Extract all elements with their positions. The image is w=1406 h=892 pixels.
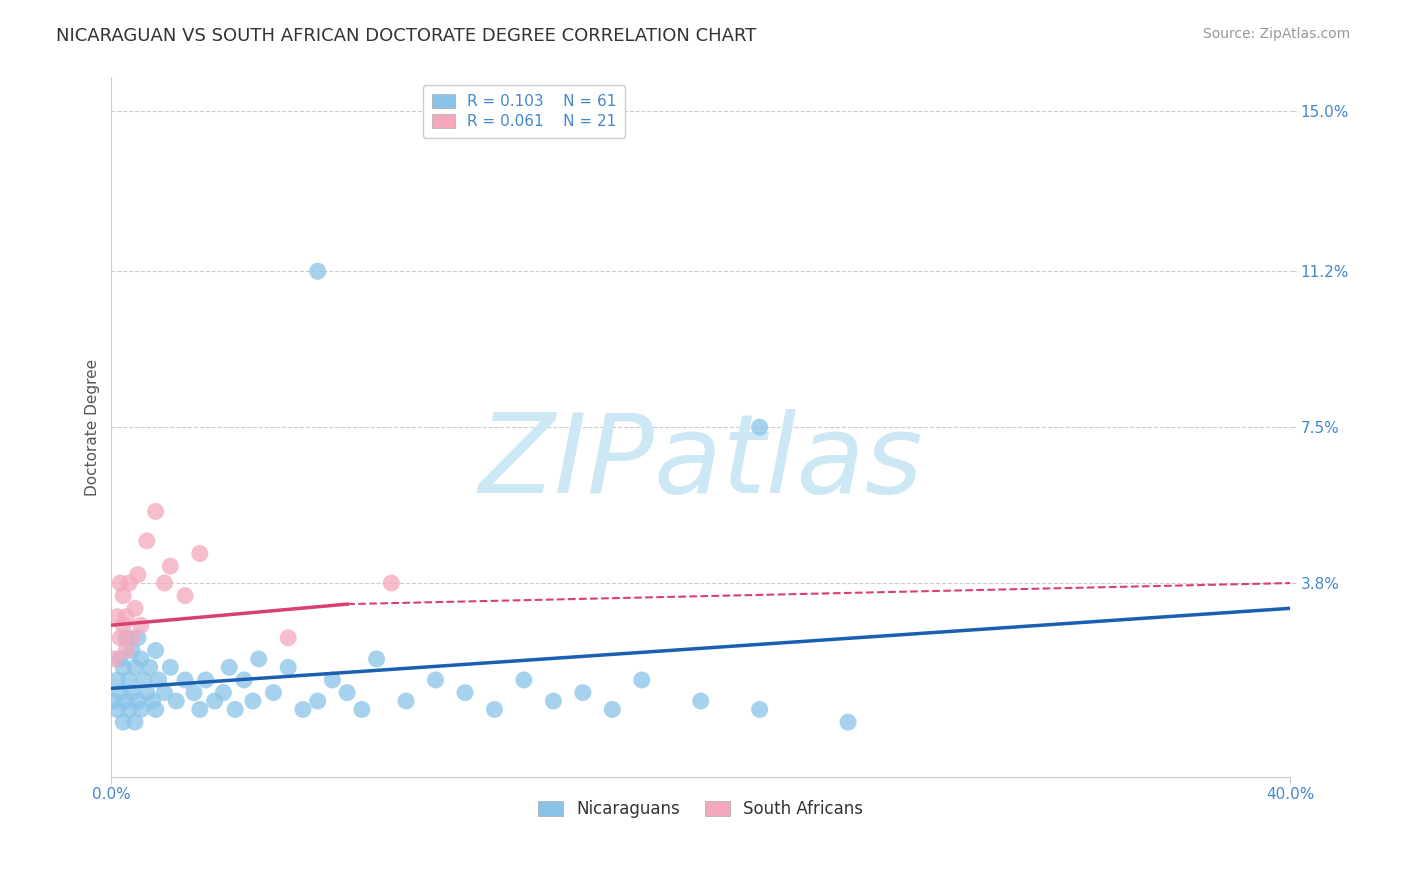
Point bbox=[174, 673, 197, 687]
Point bbox=[138, 660, 160, 674]
Point bbox=[129, 702, 152, 716]
Point bbox=[118, 702, 141, 716]
Point bbox=[124, 601, 146, 615]
Point bbox=[291, 702, 314, 716]
Point bbox=[132, 673, 155, 687]
Point bbox=[204, 694, 226, 708]
Point bbox=[148, 673, 170, 687]
Point bbox=[112, 618, 135, 632]
Point bbox=[233, 673, 256, 687]
Point bbox=[212, 685, 235, 699]
Point bbox=[129, 618, 152, 632]
Point bbox=[127, 694, 149, 708]
Point bbox=[277, 631, 299, 645]
Point bbox=[135, 533, 157, 548]
Point bbox=[218, 660, 240, 674]
Point bbox=[307, 694, 329, 708]
Point bbox=[224, 702, 246, 716]
Point bbox=[115, 609, 138, 624]
Text: NICARAGUAN VS SOUTH AFRICAN DOCTORATE DEGREE CORRELATION CHART: NICARAGUAN VS SOUTH AFRICAN DOCTORATE DE… bbox=[56, 27, 756, 45]
Point bbox=[513, 673, 536, 687]
Point bbox=[543, 694, 565, 708]
Point bbox=[242, 694, 264, 708]
Point bbox=[121, 685, 143, 699]
Point bbox=[321, 673, 343, 687]
Point bbox=[110, 576, 132, 591]
Point bbox=[183, 685, 205, 699]
Point bbox=[159, 660, 181, 674]
Point bbox=[350, 702, 373, 716]
Point bbox=[748, 420, 770, 434]
Point bbox=[124, 715, 146, 730]
Point bbox=[263, 685, 285, 699]
Point bbox=[112, 589, 135, 603]
Point bbox=[277, 660, 299, 674]
Point bbox=[837, 715, 859, 730]
Point bbox=[124, 660, 146, 674]
Point bbox=[112, 660, 135, 674]
Point bbox=[129, 652, 152, 666]
Point bbox=[142, 694, 165, 708]
Point bbox=[247, 652, 270, 666]
Point bbox=[174, 589, 197, 603]
Point bbox=[110, 631, 132, 645]
Point bbox=[127, 631, 149, 645]
Point bbox=[118, 576, 141, 591]
Legend: Nicaraguans, South Africans: Nicaraguans, South Africans bbox=[531, 793, 870, 824]
Y-axis label: Doctorate Degree: Doctorate Degree bbox=[86, 359, 100, 496]
Point bbox=[145, 504, 167, 518]
Point bbox=[105, 609, 128, 624]
Point bbox=[380, 576, 402, 591]
Point bbox=[127, 567, 149, 582]
Point bbox=[336, 685, 359, 699]
Point bbox=[602, 702, 624, 716]
Point bbox=[118, 673, 141, 687]
Point bbox=[748, 702, 770, 716]
Point bbox=[145, 643, 167, 657]
Point bbox=[484, 702, 506, 716]
Point bbox=[105, 702, 128, 716]
Point bbox=[454, 685, 477, 699]
Point bbox=[194, 673, 217, 687]
Point bbox=[115, 643, 138, 657]
Point bbox=[153, 576, 176, 591]
Point bbox=[110, 685, 132, 699]
Point bbox=[395, 694, 418, 708]
Point bbox=[115, 694, 138, 708]
Point bbox=[153, 685, 176, 699]
Point bbox=[112, 715, 135, 730]
Text: Source: ZipAtlas.com: Source: ZipAtlas.com bbox=[1202, 27, 1350, 41]
Text: ZIPatlas: ZIPatlas bbox=[478, 409, 922, 516]
Point bbox=[188, 702, 211, 716]
Point bbox=[115, 631, 138, 645]
Point bbox=[630, 673, 652, 687]
Point bbox=[366, 652, 388, 666]
Point bbox=[689, 694, 711, 708]
Point bbox=[145, 702, 167, 716]
Point bbox=[159, 559, 181, 574]
Point bbox=[121, 643, 143, 657]
Point bbox=[188, 547, 211, 561]
Point bbox=[135, 685, 157, 699]
Point bbox=[307, 264, 329, 278]
Point bbox=[110, 652, 132, 666]
Point bbox=[165, 694, 187, 708]
Point bbox=[105, 673, 128, 687]
Point bbox=[572, 685, 595, 699]
Point bbox=[103, 694, 125, 708]
Point bbox=[103, 652, 125, 666]
Point bbox=[425, 673, 447, 687]
Point bbox=[121, 631, 143, 645]
